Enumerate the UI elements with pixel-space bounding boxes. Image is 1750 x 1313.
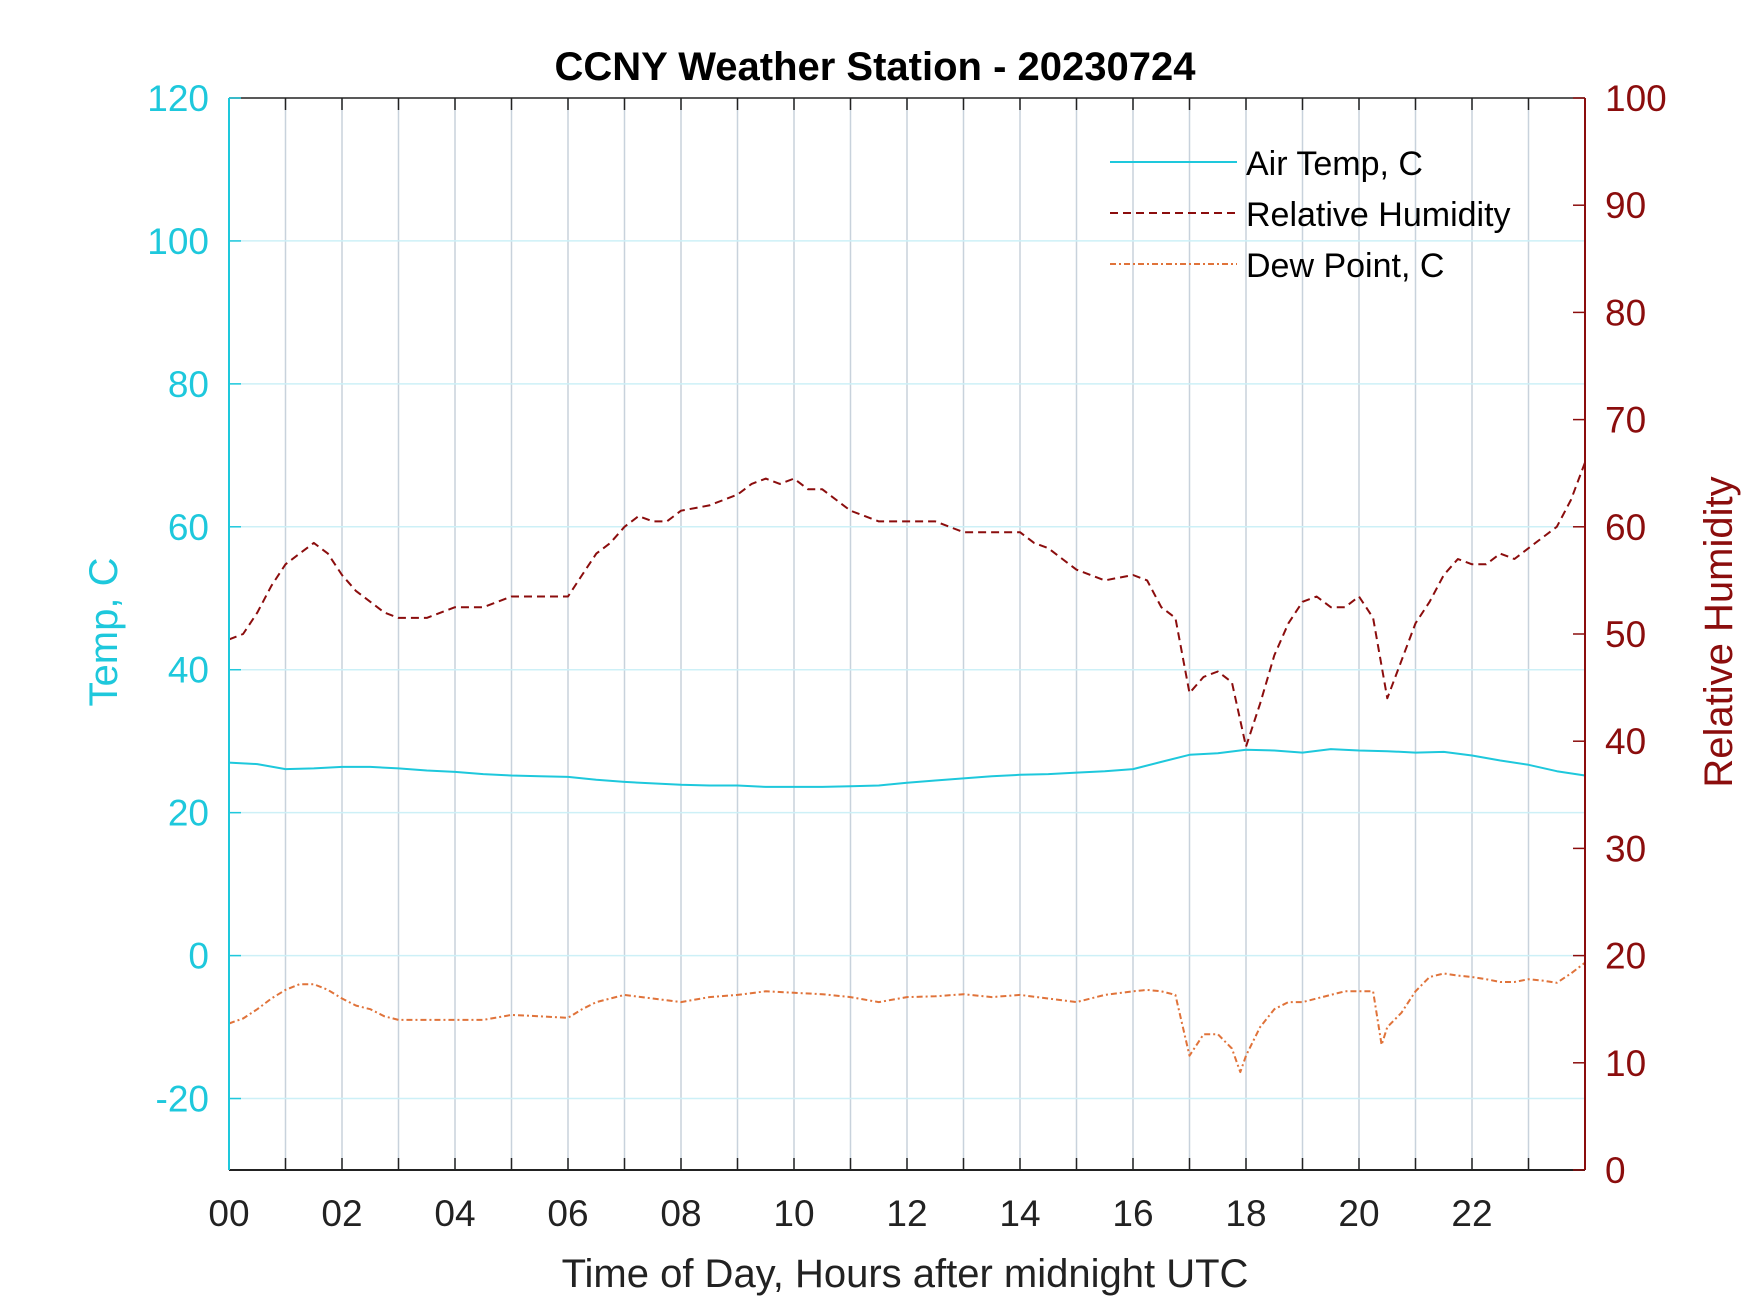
- left-tick-label: 100: [147, 221, 209, 262]
- axes-layer: [228, 97, 1586, 1171]
- left-tick-label: -20: [156, 1079, 209, 1120]
- right-tick-label: 100: [1605, 78, 1667, 119]
- x-axis-label: Time of Day, Hours after midnight UTC: [562, 1252, 1249, 1296]
- left-tick-label: 20: [168, 793, 209, 834]
- x-tick-label: 10: [773, 1193, 814, 1234]
- x-tick-label: 08: [660, 1193, 701, 1234]
- series-line-dew-point: [228, 961, 1586, 1074]
- grid-layer: [229, 98, 1585, 1170]
- left-tick-label: 120: [147, 78, 209, 119]
- x-tick-label: 02: [321, 1193, 362, 1234]
- legend-label-dew-point: Dew Point, C: [1246, 247, 1444, 285]
- left-tick-label: 80: [168, 364, 209, 405]
- x-tick-label: 22: [1451, 1193, 1492, 1234]
- right-tick-label: 40: [1605, 721, 1646, 762]
- x-tick-label: 14: [999, 1193, 1040, 1234]
- left-axis-label: Temp, C: [82, 558, 126, 707]
- chart-title: CCNY Weather Station - 20230724: [555, 45, 1197, 89]
- right-tick-label: 10: [1605, 1043, 1646, 1084]
- right-tick-label: 30: [1605, 828, 1646, 869]
- x-tick-label: 16: [1112, 1193, 1153, 1234]
- right-axis-label: Relative Humidity: [1697, 476, 1741, 787]
- x-tick-label: 20: [1338, 1193, 1379, 1234]
- x-tick-label: 18: [1225, 1193, 1266, 1234]
- x-tick-label: 06: [547, 1193, 588, 1234]
- ticks-layer: -200204060801001200102030405060708090100…: [147, 78, 1666, 1234]
- left-tick-label: 60: [168, 507, 209, 548]
- right-tick-label: 90: [1605, 185, 1646, 226]
- right-tick-label: 70: [1605, 400, 1646, 441]
- left-tick-label: 0: [188, 936, 209, 977]
- right-tick-label: 50: [1605, 614, 1646, 655]
- right-tick-label: 80: [1605, 292, 1646, 333]
- series-line-relative-humidity: [228, 462, 1586, 748]
- right-tick-label: 60: [1605, 507, 1646, 548]
- x-tick-label: 00: [208, 1193, 249, 1234]
- legend-label-air-temp: Air Temp, C: [1246, 145, 1423, 183]
- right-tick-label: 0: [1605, 1150, 1626, 1191]
- x-tick-label: 04: [434, 1193, 475, 1234]
- series-line-air-temp: [228, 748, 1586, 788]
- legend-label-relative-humidity: Relative Humidity: [1246, 196, 1511, 234]
- x-tick-label: 12: [886, 1193, 927, 1234]
- right-tick-label: 20: [1605, 936, 1646, 977]
- legend: Air Temp, C Relative Humidity Dew Point,…: [1110, 145, 1511, 285]
- series-layer: [228, 462, 1586, 1074]
- left-tick-label: 40: [168, 650, 209, 691]
